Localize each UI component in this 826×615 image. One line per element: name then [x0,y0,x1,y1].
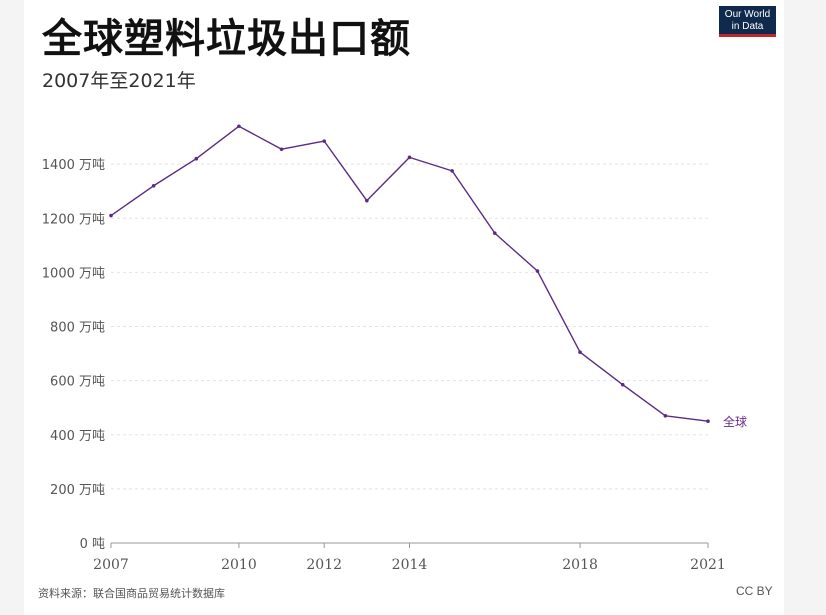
x-axis: 2007 2010 2012 2014 2018 2021 [93,542,726,573]
data-point[interactable] [663,414,668,418]
x-tick-label: 2007 [93,557,129,573]
x-tick-label: 2021 [690,557,726,573]
series-label: 全球 [723,414,747,429]
logo-line-2: in Data [731,21,764,32]
chart-title: 全球塑料垃圾出口额 [42,16,411,62]
data-point[interactable] [194,156,199,161]
data-point[interactable] [322,139,327,143]
logo-line-1: Our World [724,9,771,20]
gridlines [111,163,708,490]
data-point[interactable] [279,147,284,152]
chart-subtitle: 2007年至2021年 [42,70,196,92]
y-tick-label: 600 万吨 [50,375,105,390]
data-point[interactable] [706,419,710,424]
x-tick-label: 2012 [306,557,342,573]
data-point[interactable] [620,382,625,387]
data-point[interactable] [578,350,582,355]
chart-card [24,0,784,615]
y-tick-label: 1200 万吨 [42,212,105,227]
data-point[interactable] [492,231,497,235]
y-tick-label: 400 万吨 [50,429,105,444]
source-note: 资料来源：联合国商品贸易统计数据库 [38,587,225,600]
y-tick-label: 1000 万吨 [42,266,105,281]
data-point[interactable] [535,269,540,273]
data-point[interactable] [365,198,369,203]
data-point[interactable] [407,155,412,160]
owid-logo[interactable]: Our World in Data [719,6,776,37]
data-point[interactable] [450,169,454,173]
y-axis: 0 吨 200 万吨 400 万吨 600 万吨 800 万吨 1000 万吨 1200 万… [42,158,105,552]
series-line[interactable] [110,125,709,422]
data-point[interactable] [237,124,241,129]
x-tick-label: 2014 [392,557,428,573]
license-link[interactable]: CC BY [736,584,773,598]
x-tick-label: 2010 [221,557,257,573]
series-group: 全球 [109,124,747,429]
y-tick-label: 0 吨 [80,537,105,552]
data-point[interactable] [109,213,113,218]
y-tick-label: 200 万吨 [50,483,105,498]
y-tick-label: 800 万吨 [50,321,105,336]
data-point[interactable] [151,183,156,188]
x-tick-label: 2018 [562,557,598,573]
y-tick-label: 1400 万吨 [42,158,105,173]
